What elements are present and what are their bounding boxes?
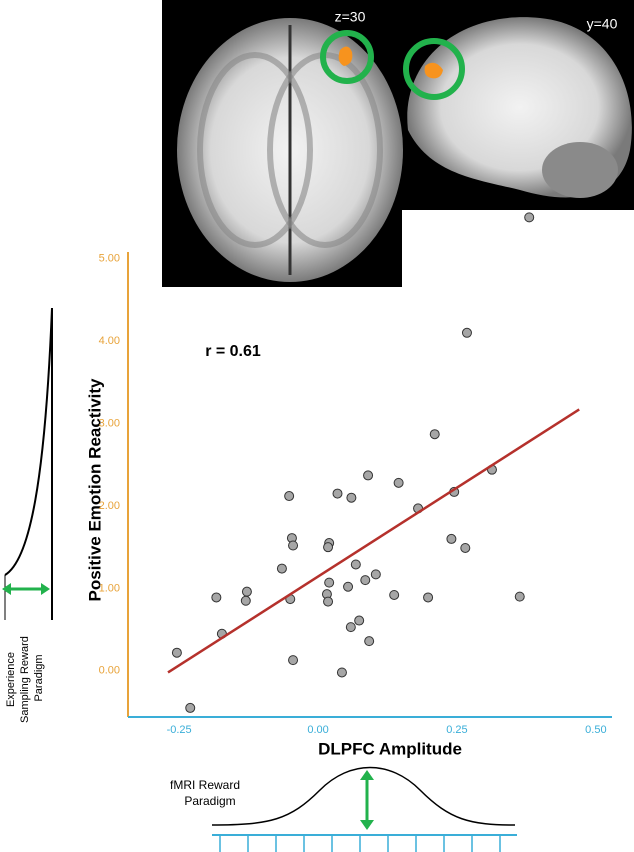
point: [389, 589, 400, 600]
point: [323, 596, 334, 607]
bottom-label: Paradigm: [184, 794, 235, 808]
point: [323, 542, 334, 553]
x-tick-label: 0.50: [585, 724, 606, 736]
point: [240, 595, 251, 606]
x-axis-label: DLPFC Amplitude: [318, 739, 462, 758]
x-tick-label: -0.25: [167, 724, 192, 736]
brain-label: y=40: [587, 16, 618, 32]
y-tick-label: 4.00: [99, 335, 120, 347]
x-tick-label: 0.25: [446, 724, 467, 736]
point: [288, 655, 299, 666]
point: [241, 586, 252, 597]
point: [363, 470, 374, 481]
y-tick-label: 3.00: [99, 417, 120, 429]
point: [324, 577, 335, 588]
side-label-line: Experience: [5, 652, 17, 707]
point: [288, 540, 299, 551]
point: [423, 592, 434, 603]
side-label: Experience Sampling Reward Paradigm: [5, 633, 45, 723]
point: [446, 533, 457, 544]
y-tick-label: 5.00: [99, 253, 120, 265]
point: [332, 488, 343, 499]
point: [354, 615, 365, 626]
brain-images: z=30 y=40: [162, 0, 634, 287]
point: [393, 477, 404, 488]
point: [364, 636, 375, 647]
point: [514, 591, 525, 602]
point: [211, 592, 222, 603]
point: [284, 491, 295, 502]
point: [460, 542, 471, 553]
brain-label: z=30: [335, 9, 366, 25]
annotation: r = 0.61: [205, 343, 261, 360]
fit-line: [167, 408, 580, 674]
point: [343, 581, 354, 592]
point: [350, 559, 361, 570]
y-tick-label: 2.00: [99, 500, 120, 512]
point: [461, 327, 472, 338]
side-diagram: Experience Sampling Reward Paradigm: [2, 307, 53, 723]
point: [276, 563, 287, 574]
point: [524, 212, 535, 223]
point: [171, 647, 182, 658]
point: [346, 492, 357, 503]
y-axis-label: Positive Emotion Reactivity: [85, 378, 104, 601]
point: [336, 667, 347, 678]
y-tick-label: 0.00: [99, 665, 120, 677]
point: [345, 622, 356, 633]
x-tick-label: 0.00: [307, 724, 328, 736]
point: [185, 702, 196, 713]
bottom-label: fMRI Reward: [170, 778, 240, 792]
point: [370, 569, 381, 580]
bottom-diagram: fMRI Reward Paradigm: [170, 766, 517, 852]
side-label-line: Paradigm: [33, 654, 45, 701]
y-tick-label: 1.00: [99, 582, 120, 594]
point: [360, 575, 371, 586]
side-label-line: Sampling Reward: [19, 636, 31, 723]
point: [429, 429, 440, 440]
